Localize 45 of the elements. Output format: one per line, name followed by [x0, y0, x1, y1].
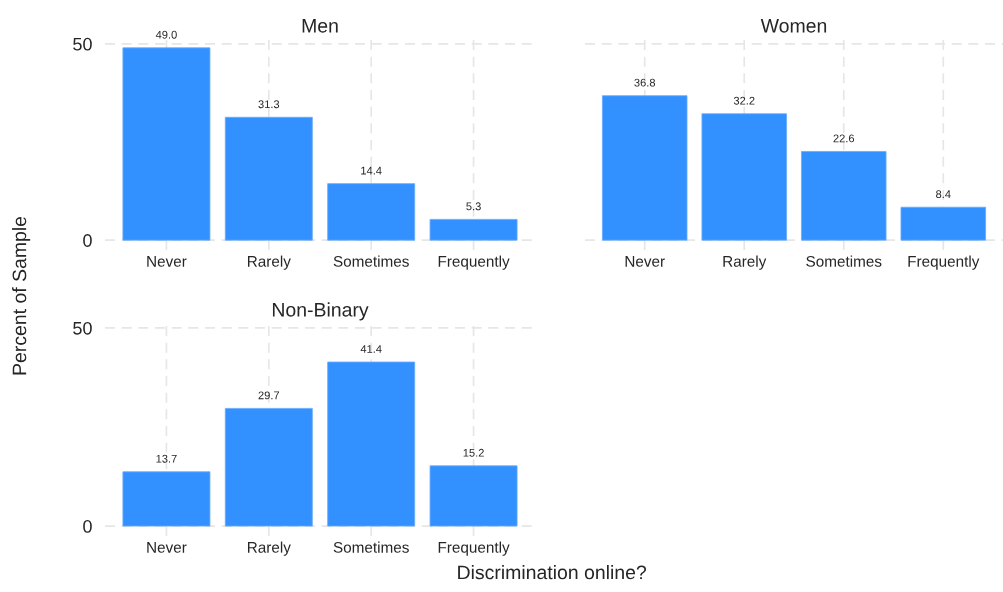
data-label: 49.0 [155, 30, 177, 39]
bar [122, 47, 211, 241]
x-tick-label: Rarely [247, 255, 291, 270]
bar [327, 183, 416, 241]
x-axis-title: Discrimination online? [458, 564, 647, 580]
bar [327, 361, 416, 527]
x-tick-label: Frequently [438, 255, 510, 270]
data-label: 32.2 [733, 96, 755, 105]
y-tick-label: 0 [83, 234, 92, 247]
x-tick-label: Sometimes [806, 255, 882, 267]
x-tick-label: Never [147, 542, 187, 553]
y-tick-label: 0 [83, 520, 92, 533]
bar [801, 151, 887, 241]
bar [224, 407, 313, 527]
x-tick-label: Never [625, 256, 665, 267]
x-tick-label: Never [147, 256, 187, 267]
bar [224, 116, 313, 241]
bar [900, 206, 986, 241]
data-label: 41.4 [360, 345, 382, 353]
x-tick-label: Rarely [247, 541, 291, 556]
y-tick-label: 50 [73, 37, 92, 51]
data-label: 31.3 [258, 100, 280, 109]
chart-title: Men [302, 19, 338, 33]
data-label: 29.7 [258, 391, 280, 400]
data-label: 5.3 [466, 202, 481, 211]
x-tick-label: Frequently [438, 541, 510, 556]
x-tick-label: Sometimes [333, 255, 409, 267]
data-label: 15.2 [463, 448, 484, 457]
data-label: 22.6 [833, 134, 855, 143]
data-label: 36.8 [634, 78, 656, 87]
bar [429, 218, 518, 241]
x-tick-label: Sometimes [333, 541, 409, 553]
y-tick-label: 50 [73, 321, 92, 335]
y-axis-title: Percent of Sample [12, 216, 31, 375]
x-tick-label: Frequently [908, 255, 980, 270]
x-tick-label: Rarely [723, 255, 767, 270]
chart-title: Women [760, 19, 827, 33]
chart-title: Non-Binary [272, 302, 369, 321]
bar [122, 471, 211, 527]
data-label: 13.7 [156, 454, 177, 463]
bar [701, 113, 787, 241]
bar [602, 95, 688, 241]
data-label: 8.4 [936, 190, 951, 199]
data-label: 14.4 [361, 166, 382, 175]
bar [429, 465, 518, 527]
